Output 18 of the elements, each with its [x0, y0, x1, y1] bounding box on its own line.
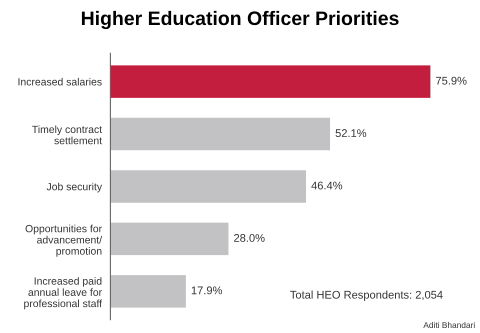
y-tick-label: Increased salaries — [18, 78, 102, 86]
data-label: 17.9% — [192, 286, 222, 294]
bar — [110, 118, 330, 150]
data-label: 46.4% — [311, 182, 342, 190]
y-tick-label: Timely contract settlement — [32, 125, 102, 144]
bar — [110, 275, 186, 308]
text: Aditi Bhandari — [423, 322, 475, 328]
chart-title: Higher Education Officer Priorities — [82, 10, 399, 30]
data-label: 52.1% — [336, 129, 366, 138]
bar — [110, 222, 228, 256]
bar — [110, 170, 306, 203]
y-tick-label: Increased paid annual leave for professional staff — [24, 277, 102, 310]
y-tick-label: Job security — [46, 182, 102, 192]
data-label: 75.9% — [436, 76, 467, 85]
annotation: Total HEO Respondents: 2,054 — [290, 290, 443, 301]
data-label: 28.0% — [234, 234, 265, 242]
bar — [110, 65, 430, 98]
y-tick-label: Opportunities for advancement/ promotion — [26, 224, 102, 257]
